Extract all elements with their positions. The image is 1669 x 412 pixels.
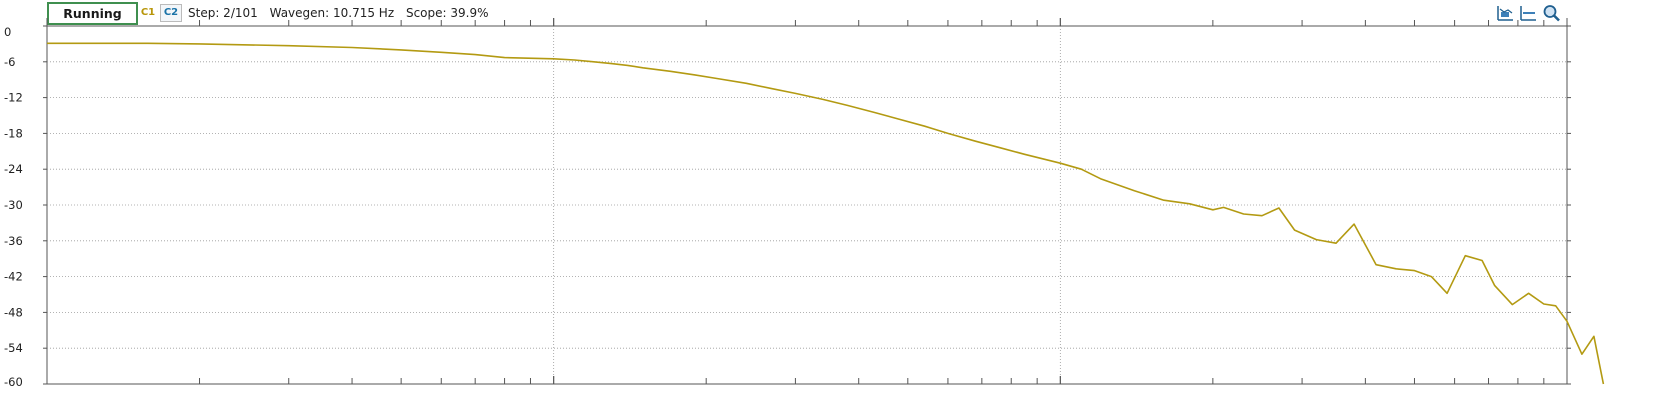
step-counter: Step: 2/101 (188, 6, 258, 20)
y-tick-label: -12 (4, 91, 23, 105)
y-tick-label: 0 (4, 25, 11, 39)
channel-2-toggle[interactable]: C2 (160, 4, 182, 22)
channel-1-toggle[interactable]: C1 (140, 7, 156, 18)
y-tick-label: -18 (4, 126, 23, 140)
wavegen-frequency: Wavegen: 10.715 Hz (269, 6, 395, 20)
y-tick-label: -6 (4, 55, 15, 69)
y-tick-label: -30 (4, 198, 23, 212)
y-tick-label: -54 (4, 341, 23, 355)
series-line-0 (47, 42, 1605, 385)
scope-progress: Scope: 39.9% (405, 6, 489, 20)
run-status-button[interactable]: Running (47, 2, 138, 25)
y-tick-label: -42 (4, 270, 23, 284)
status-readout: Step: 2/101 Wavegen: 10.715 Hz Scope: 39… (188, 6, 497, 20)
y-tick-label: -48 (4, 305, 23, 319)
y-tick-label: -24 (4, 162, 23, 176)
zoom-icon[interactable] (1541, 4, 1561, 22)
toolbar: Running C1 C2 Step: 2/101 Wavegen: 10.71… (0, 0, 1669, 25)
baseline-icon[interactable] (1518, 4, 1538, 22)
y-tick-label: -36 (4, 234, 23, 248)
y-tick-label: -60 (4, 375, 23, 389)
cursor-icon[interactable] (1495, 4, 1515, 22)
